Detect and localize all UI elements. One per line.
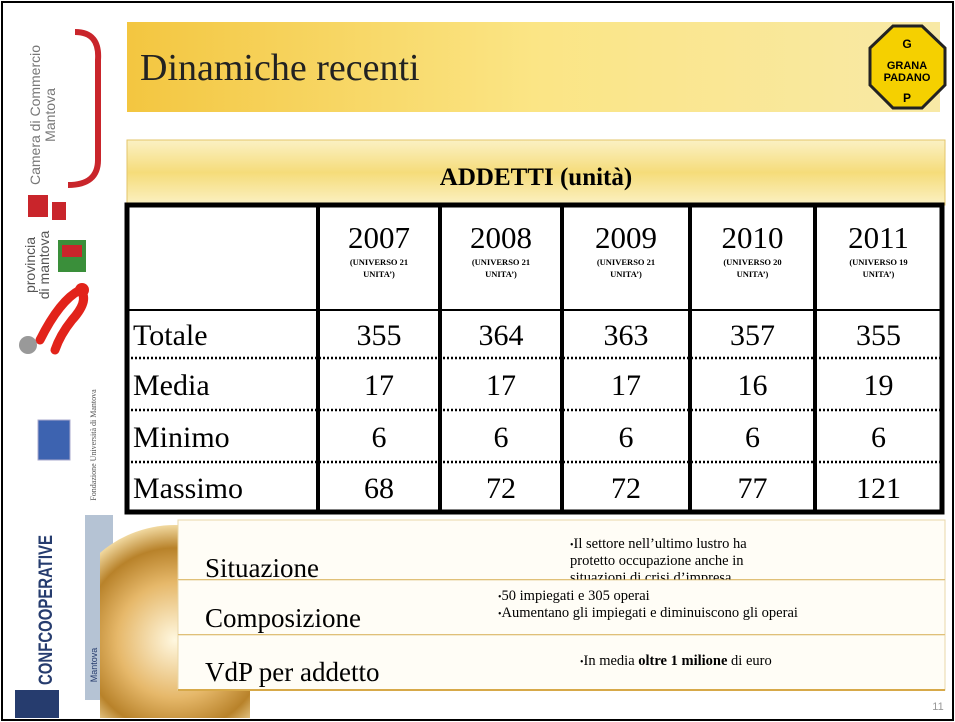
bullet-text: In media bbox=[584, 653, 639, 669]
grana-padano-logo: G GRANA PADANO P bbox=[870, 26, 945, 108]
cell-value: 6 bbox=[372, 421, 387, 454]
cell-value: 16 bbox=[738, 369, 768, 402]
note-bullet: •Aumentano gli impiegati e diminuiscono … bbox=[498, 605, 798, 621]
logo-shape bbox=[15, 690, 59, 718]
cell-value: 17 bbox=[364, 369, 394, 402]
row-label: Media bbox=[133, 369, 210, 402]
logo-text: Mantova bbox=[42, 88, 58, 142]
logo-text: di mantova bbox=[36, 231, 52, 300]
bullet-text: protetto occupazione anche in bbox=[570, 553, 744, 569]
cell-value: 68 bbox=[364, 472, 394, 505]
logo-shape bbox=[38, 420, 70, 460]
bullet-text: di euro bbox=[727, 653, 771, 669]
table: 2007 (UNIVERSO 21 UNITA’) 2008 (UNIVERSO 21 U… bbox=[127, 205, 942, 512]
cell-value: 77 bbox=[738, 472, 768, 505]
row-label: Massimo bbox=[133, 472, 243, 505]
cell-value: 357 bbox=[730, 319, 775, 352]
cell-value: 17 bbox=[611, 369, 641, 402]
column-year: 2010 bbox=[722, 220, 784, 255]
column-note: (UNIVERSO 21 bbox=[472, 257, 530, 267]
bullet-text: oltre 1 milione bbox=[638, 653, 728, 669]
logo-shape bbox=[19, 336, 37, 354]
logo-text: P bbox=[903, 91, 911, 105]
logo-shape bbox=[75, 283, 89, 297]
cell-value: 6 bbox=[871, 421, 886, 454]
column-note: (UNIVERSO 21 bbox=[597, 257, 655, 267]
notes: Situazione •Il settore nell’ultimo lustro… bbox=[178, 520, 945, 690]
column-note: (UNIVERSO 19 bbox=[849, 257, 907, 267]
cell-value: 355 bbox=[357, 319, 402, 352]
cell-value: 6 bbox=[745, 421, 760, 454]
column-year: 2009 bbox=[595, 220, 657, 255]
slide-title: Dinamiche recenti bbox=[140, 47, 420, 89]
logo-shape bbox=[28, 195, 48, 217]
logo-text: GRANA bbox=[887, 60, 927, 72]
column-note: UNITA’) bbox=[610, 269, 642, 279]
logo-shape bbox=[62, 245, 82, 257]
note-label: Composizione bbox=[205, 603, 361, 633]
note-bullet: •In media oltre 1 milione di euro bbox=[580, 653, 772, 669]
logo-text: G bbox=[902, 37, 911, 51]
column-note: (UNIVERSO 20 bbox=[723, 257, 781, 267]
cell-value: 121 bbox=[856, 472, 901, 505]
column-note: (UNIVERSO 21 bbox=[350, 257, 408, 267]
row-label: Totale bbox=[133, 319, 208, 352]
page-number: 11 bbox=[932, 701, 943, 713]
column-note: UNITA’) bbox=[363, 269, 395, 279]
column-year: 2011 bbox=[848, 220, 909, 255]
column-note: UNITA’) bbox=[863, 269, 895, 279]
logo-shape bbox=[52, 202, 66, 220]
cell-value: 72 bbox=[611, 472, 641, 505]
row-label: Minimo bbox=[133, 421, 230, 454]
cell-value: 6 bbox=[494, 421, 509, 454]
cell-value: 19 bbox=[864, 369, 894, 402]
cell-value: 363 bbox=[604, 319, 649, 352]
logo-text: PADANO bbox=[884, 72, 931, 84]
note-label: Situazione bbox=[205, 553, 319, 583]
bullet-text: Aumentano gli impiegati e diminuiscono g… bbox=[502, 605, 798, 621]
cell-value: 355 bbox=[856, 319, 901, 352]
slide: Camera di Commercio Mantova provincia di… bbox=[0, 0, 955, 722]
column-year: 2008 bbox=[470, 220, 532, 255]
note-bullet: •Il settore nell’ultimo lustro ha bbox=[570, 536, 747, 552]
note-label: VdP per addetto bbox=[205, 657, 379, 687]
cell-value: 72 bbox=[486, 472, 516, 505]
subtitle: ADDETTI (unità) bbox=[440, 164, 632, 191]
bullet-text: 50 impiegati e 305 operai bbox=[502, 588, 650, 604]
note-bullet: •50 impiegati e 305 operai bbox=[498, 588, 650, 604]
logo-text: Fondazione Università di Mantova bbox=[89, 389, 98, 501]
bullet-text: Il settore nell’ultimo lustro ha bbox=[574, 536, 748, 552]
cell-value: 17 bbox=[486, 369, 516, 402]
logo-text: Mantova bbox=[89, 648, 99, 683]
column-year: 2007 bbox=[348, 220, 410, 255]
logo-text: Camera di Commercio bbox=[27, 45, 43, 185]
column-note: UNITA’) bbox=[485, 269, 517, 279]
cell-value: 364 bbox=[479, 319, 524, 352]
note-bullet: protetto occupazione anche in bbox=[570, 553, 744, 569]
logo-text: CONFCOOPERATIVE bbox=[36, 535, 57, 685]
cell-value: 6 bbox=[619, 421, 634, 454]
column-note: UNITA’) bbox=[737, 269, 769, 279]
